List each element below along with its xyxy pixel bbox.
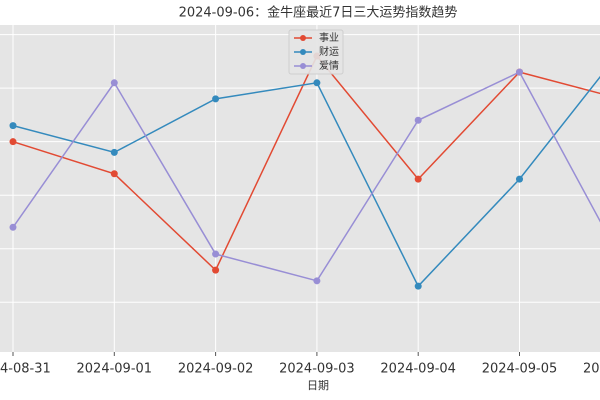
x-tick-label: 2024-09-06	[583, 362, 600, 377]
legend-label: 财运	[319, 45, 339, 58]
data-point	[212, 95, 220, 103]
x-tick-label: 2024-09-03	[279, 362, 355, 377]
grid: 2024-08-31 2024-09-01 2024-09-02 2024-09-03…	[0, 25, 600, 377]
x-axis-label: 日期	[307, 379, 329, 392]
data-point	[212, 266, 220, 274]
x-tick-label: 2024-09-05	[482, 362, 558, 377]
data-point	[313, 277, 321, 285]
legend-box	[288, 29, 344, 75]
chart-title: 2024-09-06：金牛座最近7日三大运势指数趋势	[179, 5, 458, 21]
data-point	[212, 250, 220, 258]
legend-label: 爱情	[319, 59, 339, 72]
data-point	[414, 282, 422, 290]
legend-label: 事业	[319, 31, 339, 44]
data-point	[9, 223, 17, 231]
data-point	[516, 68, 523, 76]
x-tick-label: 2024-09-04	[380, 362, 456, 377]
plot-area	[0, 25, 600, 352]
data-point	[9, 138, 17, 146]
data-point	[414, 175, 422, 183]
legend-marker	[300, 49, 306, 55]
x-tick-label: 2024-09-02	[178, 362, 254, 377]
data-point	[110, 148, 118, 156]
legend-marker	[300, 63, 306, 69]
data-point	[110, 170, 118, 178]
data-point	[516, 175, 523, 183]
data-point	[414, 116, 422, 124]
data-point	[110, 79, 118, 87]
x-tick-label: 2024-08-31	[0, 362, 51, 377]
x-tick-label: 2024-09-01	[77, 362, 153, 377]
legend-marker	[300, 35, 306, 41]
data-point	[9, 122, 17, 130]
data-point	[313, 79, 321, 87]
